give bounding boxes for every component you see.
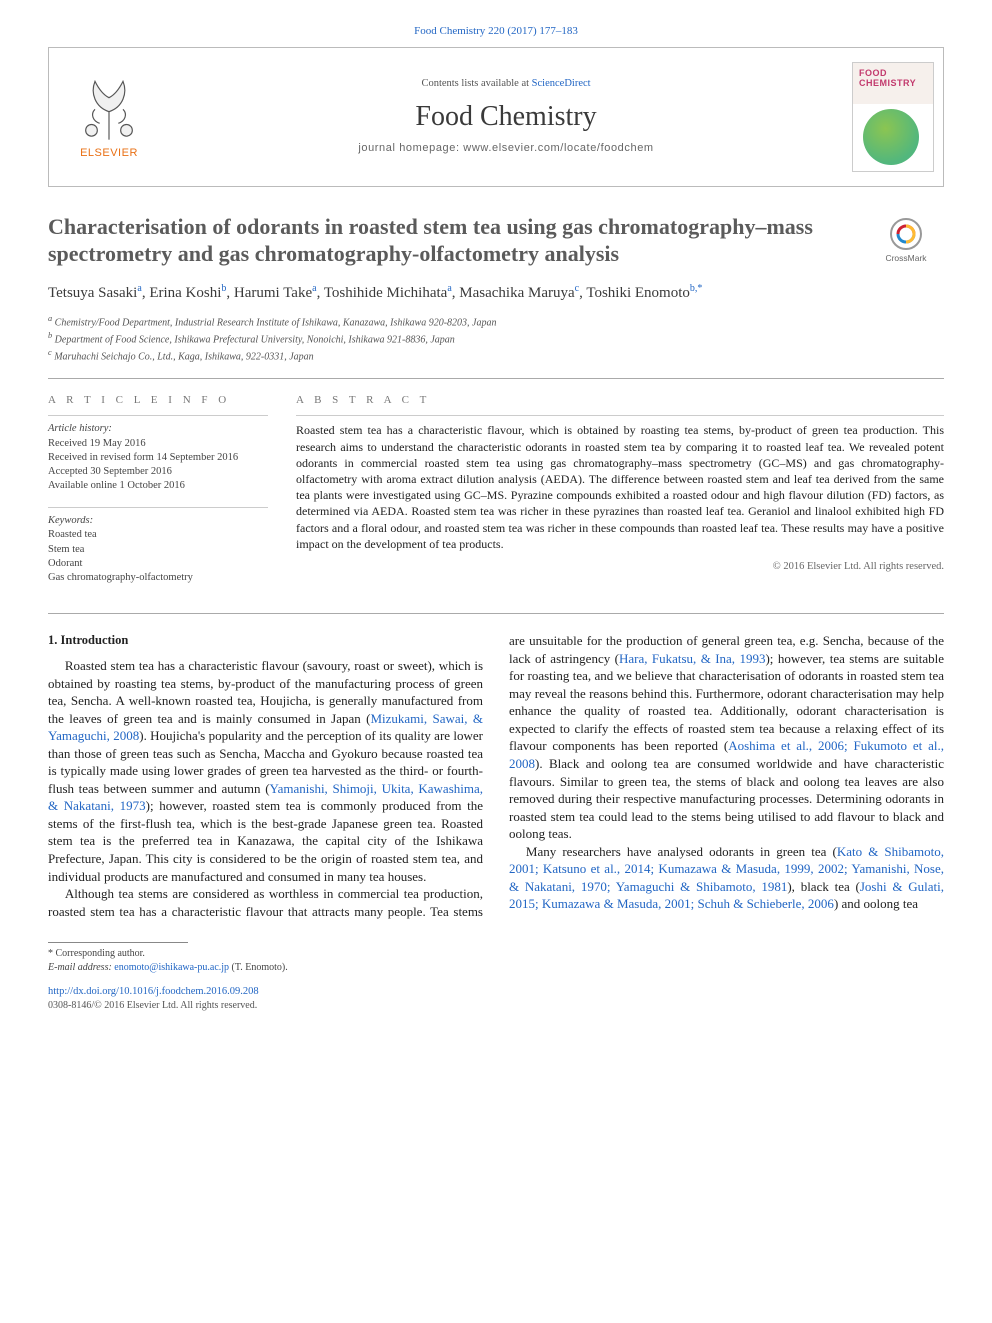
divider [48,378,944,379]
affiliation-sup: c [48,348,52,357]
author-affil-sup: a [137,283,141,294]
corresp-email-suffix: (T. Enomoto). [229,962,288,973]
article-info-heading: A R T I C L E I N F O [48,393,268,408]
journal-header: ELSEVIER Contents lists available at Sci… [48,47,944,187]
sciencedirect-link[interactable]: ScienceDirect [532,78,591,89]
affiliation-line: a Chemistry/Food Department, Industrial … [48,313,944,330]
body-paragraph: Roasted stem tea has a characteristic fl… [48,657,483,885]
paper-title: Characterisation of odorants in roasted … [48,213,828,268]
author-name: Harumi Take [234,285,312,301]
keywords-label: Keywords: [48,514,268,528]
author-name: Masachika Maruya [459,285,574,301]
homepage-label: journal homepage: [358,142,463,154]
history-line: Received 19 May 2016 [48,437,268,451]
abstract-text: Roasted stem tea has a characteristic fl… [296,422,944,552]
article-info-row: A R T I C L E I N F O Article history: R… [48,393,944,600]
body-paragraph: Many researchers have analysed odorants … [509,843,944,913]
abstract-copyright: © 2016 Elsevier Ltd. All rights reserved… [296,560,944,574]
crossmark-label: CrossMark [885,253,926,263]
author-affil-sup: b,* [690,283,703,294]
affiliation-sup: b [48,331,52,340]
divider [48,415,268,416]
corresp-label: * Corresponding author. [48,947,944,961]
author-affil-sup: a [447,283,451,294]
contents-available: Contents lists available at ScienceDirec… [421,77,590,91]
history-line: Received in revised form 14 September 20… [48,451,268,465]
divider [48,507,268,508]
affiliation-sup: a [48,314,52,323]
section-heading-introduction: 1. Introduction [48,632,483,649]
citation-journal-link[interactable]: Food Chemistry [414,25,485,37]
history-line: Available online 1 October 2016 [48,479,268,493]
doi-value: 10.1016/j.foodchem.2016.09.208 [119,986,259,997]
homepage-url[interactable]: www.elsevier.com/locate/foodchem [463,142,653,154]
affiliations: a Chemistry/Food Department, Industrial … [48,313,944,363]
citation-link[interactable]: Yamanishi, Shimoji, Ukita, Kawashima, & … [48,781,483,814]
divider [48,613,944,614]
author-name: Toshihide Michihata [324,285,448,301]
issn-copyright: 0308-8146/© 2016 Elsevier Ltd. All right… [48,999,944,1013]
history-line: Accepted 30 September 2016 [48,465,268,479]
affiliation-line: b Department of Food Science, Ishikawa P… [48,330,944,347]
affiliation-line: c Maruhachi Seichajo Co., Ltd., Kaga, Is… [48,347,944,364]
abstract-block: A B S T R A C T Roasted stem tea has a c… [296,393,944,600]
publisher-logo-area: ELSEVIER [49,48,169,186]
keyword: Roasted tea [48,528,268,542]
body-columns: 1. Introduction Roasted stem tea has a c… [48,632,944,920]
publisher-name: ELSEVIER [80,146,138,161]
abstract-heading: A B S T R A C T [296,393,944,408]
author-affil-sup: a [312,283,316,294]
article-info-left: A R T I C L E I N F O Article history: R… [48,393,268,600]
doi-prefix: http://dx.doi.org/ [48,986,119,997]
author-name: Toshiki Enomoto [586,285,690,301]
journal-header-center: Contents lists available at ScienceDirec… [169,48,843,186]
citation-vol-pages: 220 (2017) 177–183 [488,25,578,37]
corresponding-author-footnote: * Corresponding author. E-mail address: … [48,947,944,975]
doi-line: http://dx.doi.org/10.1016/j.foodchem.201… [48,985,944,999]
citation-link[interactable]: Hara, Fukatsu, & Ina, 1993 [619,651,766,666]
author-name: Tetsuya Sasaki [48,285,137,301]
cover-thumb-area: FOOD CHEMISTRY [843,48,943,186]
email-label: E-mail address: [48,962,114,973]
cover-title-text: FOOD CHEMISTRY [859,69,927,89]
author-affil-sup: c [575,283,579,294]
keyword: Stem tea [48,543,268,557]
citation-line: Food Chemistry 220 (2017) 177–183 [48,24,944,39]
keywords-block: Keywords: Roasted teaStem teaOdorantGas … [48,514,268,585]
contents-available-text: Contents lists available at [421,78,531,89]
keyword: Odorant [48,557,268,571]
crossmark-icon [889,217,923,251]
crossmark-badge[interactable]: CrossMark [868,217,944,264]
journal-name: Food Chemistry [415,98,596,136]
elsevier-tree-icon [74,72,144,142]
author-name: Erina Koshi [149,285,221,301]
cover-art-icon [863,109,919,165]
history-label: Article history: [48,422,268,436]
keyword: Gas chromatography-olfactometry [48,571,268,585]
author-affil-sup: b [221,283,226,294]
footnote-rule [48,942,188,943]
journal-cover-thumbnail[interactable]: FOOD CHEMISTRY [852,62,934,172]
authors-line: Tetsuya Sasakia, Erina Koshib, Harumi Ta… [48,282,868,303]
citation-link[interactable]: Aoshima et al., 2006; Fukumoto et al., 2… [509,738,944,771]
doi-link[interactable]: http://dx.doi.org/10.1016/j.foodchem.201… [48,986,259,997]
divider [296,415,944,416]
journal-homepage: journal homepage: www.elsevier.com/locat… [358,141,653,156]
citation-link[interactable]: Mizukami, Sawai, & Yamaguchi, 2008 [48,711,483,744]
corresp-email-link[interactable]: enomoto@ishikawa-pu.ac.jp [114,962,229,973]
article-history: Article history: Received 19 May 2016Rec… [48,422,268,493]
